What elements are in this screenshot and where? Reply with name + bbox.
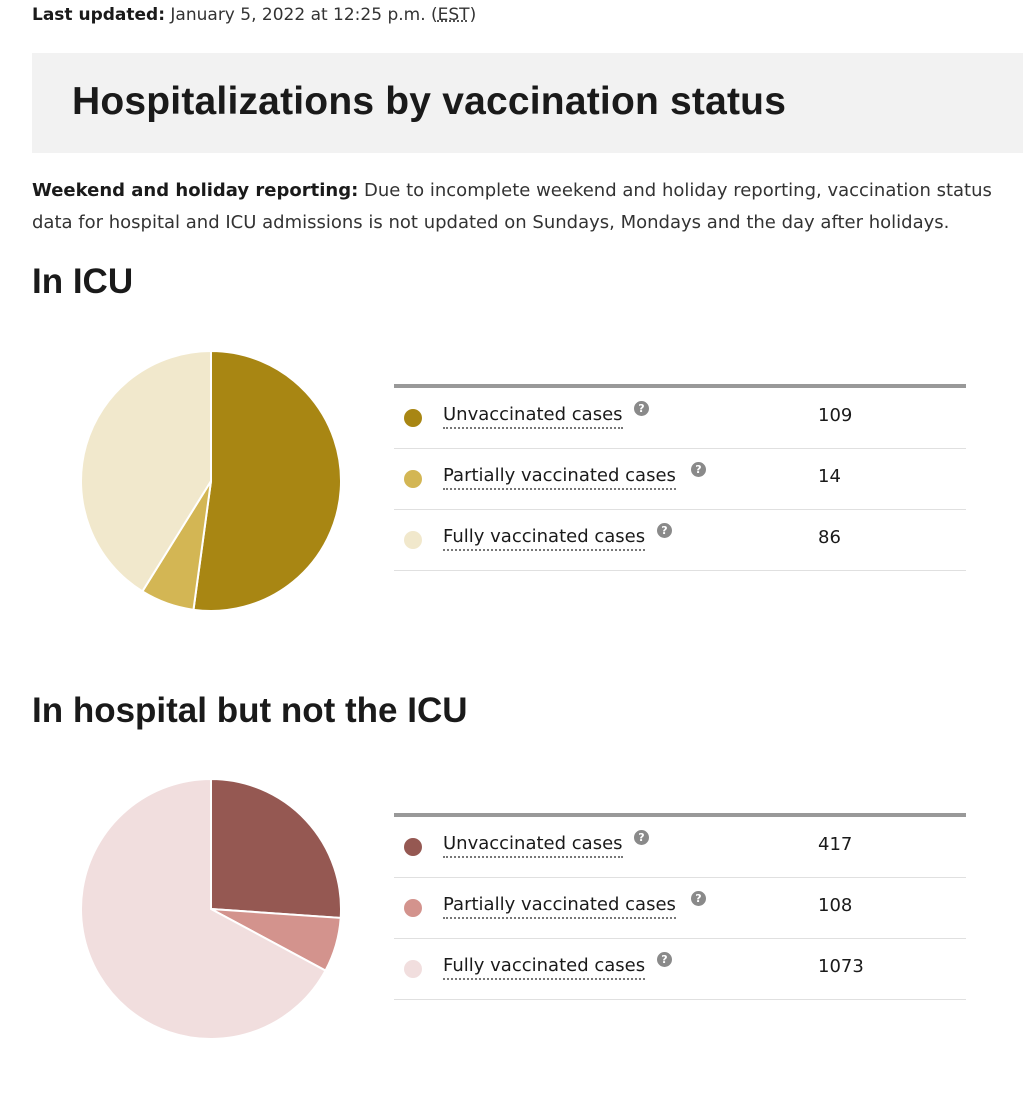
unvaccinated-label[interactable]: Unvaccinated cases: [443, 404, 623, 429]
unvaccinated-label[interactable]: Unvaccinated cases: [443, 833, 623, 858]
help-icon[interactable]: ?: [634, 830, 649, 845]
hospital-legend-row-fully: Fully vaccinated cases ? 1073: [394, 939, 966, 1000]
reporting-note: Weekend and holiday reporting: Due to in…: [32, 175, 1007, 239]
last-updated-close: ): [469, 5, 477, 25]
partially-vaccinated-label[interactable]: Partially vaccinated cases: [443, 894, 676, 919]
help-icon[interactable]: ?: [691, 462, 706, 477]
last-updated: Last updated: January 5, 2022 at 12:25 p…: [32, 5, 476, 25]
fully-vaccinated-slice[interactable]: [80, 350, 212, 593]
page-title-box: Hospitalizations by vaccination status: [32, 53, 1023, 153]
hospital-legend-row-unvaccinated: Unvaccinated cases ? 417: [394, 817, 966, 878]
fully-vaccinated-slice[interactable]: [80, 778, 327, 1040]
page-title: Hospitalizations by vaccination status: [72, 80, 787, 123]
help-icon[interactable]: ?: [657, 952, 672, 967]
timezone-abbr: EST: [437, 5, 470, 25]
partially-vaccinated-swatch: [404, 899, 422, 917]
partially-vaccinated-swatch: [404, 470, 422, 488]
help-icon[interactable]: ?: [691, 891, 706, 906]
hospital-section-title: In hospital but not the ICU: [32, 691, 468, 730]
help-icon[interactable]: ?: [657, 523, 672, 538]
unvaccinated-value: 417: [818, 834, 853, 855]
icu-legend-row-partially: Partially vaccinated cases ? 14: [394, 449, 966, 510]
last-updated-label: Last updated:: [32, 5, 166, 25]
unvaccinated-slice[interactable]: [192, 350, 342, 612]
unvaccinated-swatch: [404, 409, 422, 427]
reporting-note-label: Weekend and holiday reporting:: [32, 180, 359, 201]
icu-legend: Unvaccinated cases ? 109 Partially vacci…: [394, 384, 966, 571]
fully-vaccinated-value: 1073: [818, 956, 864, 977]
fully-vaccinated-label[interactable]: Fully vaccinated cases: [443, 955, 646, 980]
partially-vaccinated-label[interactable]: Partially vaccinated cases: [443, 465, 676, 490]
partially-vaccinated-value: 108: [818, 895, 853, 916]
unvaccinated-slice[interactable]: [210, 778, 342, 920]
fully-vaccinated-swatch: [404, 531, 422, 549]
partially-vaccinated-value: 14: [818, 466, 841, 487]
icu-legend-row-unvaccinated: Unvaccinated cases ? 109: [394, 388, 966, 449]
fully-vaccinated-value: 86: [818, 527, 841, 548]
icu-pie-chart: [80, 350, 342, 612]
icu-legend-row-fully: Fully vaccinated cases ? 86: [394, 510, 966, 571]
help-icon[interactable]: ?: [634, 401, 649, 416]
fully-vaccinated-swatch: [404, 960, 422, 978]
unvaccinated-swatch: [404, 838, 422, 856]
last-updated-value: January 5, 2022 at 12:25 p.m. (: [170, 5, 438, 25]
icu-section-title: In ICU: [32, 262, 134, 301]
fully-vaccinated-label[interactable]: Fully vaccinated cases: [443, 526, 646, 551]
reporting-note-text: Due to incomplete weekend and holiday re…: [32, 180, 992, 233]
hospital-legend: Unvaccinated cases ? 417 Partially vacci…: [394, 813, 966, 1000]
hospital-legend-row-partially: Partially vaccinated cases ? 108: [394, 878, 966, 939]
hospital-pie-chart: [80, 778, 342, 1040]
unvaccinated-value: 109: [818, 405, 853, 426]
